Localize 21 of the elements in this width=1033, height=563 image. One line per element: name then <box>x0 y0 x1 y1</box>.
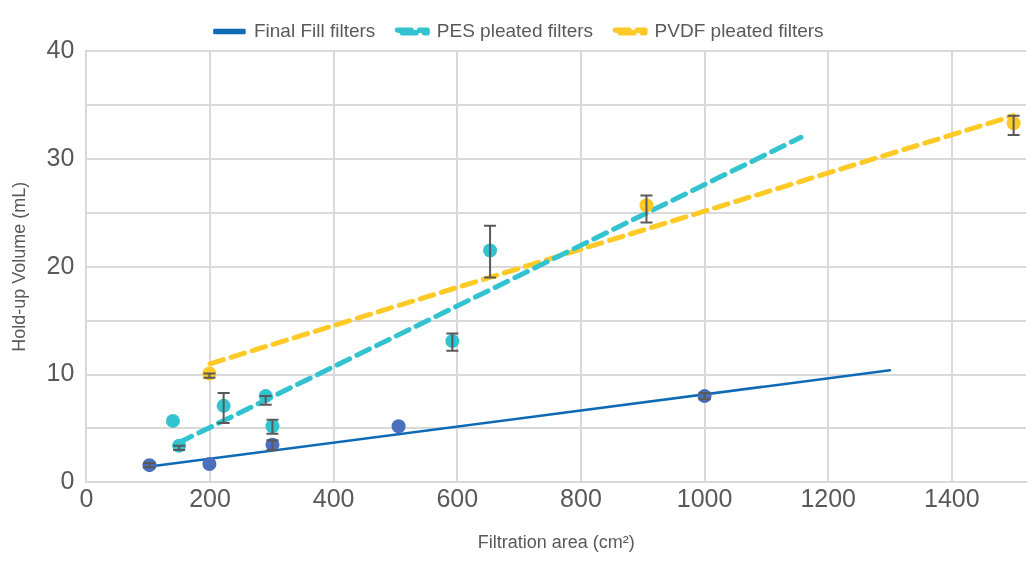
y-tick-label: 10 <box>46 358 75 387</box>
legend-label: PVDF pleated filters <box>654 19 824 41</box>
point <box>202 457 217 472</box>
x-tick-label: 0 <box>79 484 94 513</box>
point <box>391 419 406 434</box>
x-tick-label: 200 <box>189 484 231 513</box>
point <box>165 413 180 428</box>
x-axis-title: Filtration area (cm²) <box>477 532 635 553</box>
y-tick-label: 40 <box>46 34 75 63</box>
x-tick-label: 400 <box>312 484 355 513</box>
x-tick-label: 1400 <box>924 484 980 513</box>
x-tick-label: 800 <box>560 484 602 513</box>
legend-label: PES pleated filters <box>436 19 594 41</box>
y-tick-label: 20 <box>46 250 75 279</box>
y-axis-title: Hold-up Volume (mL) <box>8 181 29 352</box>
legend-label: Final Fill filters <box>253 19 376 41</box>
x-tick-label: 600 <box>436 484 479 513</box>
y-tick-label: 30 <box>46 142 75 171</box>
x-tick-label: 1000 <box>676 484 733 513</box>
y-tick-label: 0 <box>60 466 75 495</box>
x-tick-label: 1200 <box>800 484 856 513</box>
